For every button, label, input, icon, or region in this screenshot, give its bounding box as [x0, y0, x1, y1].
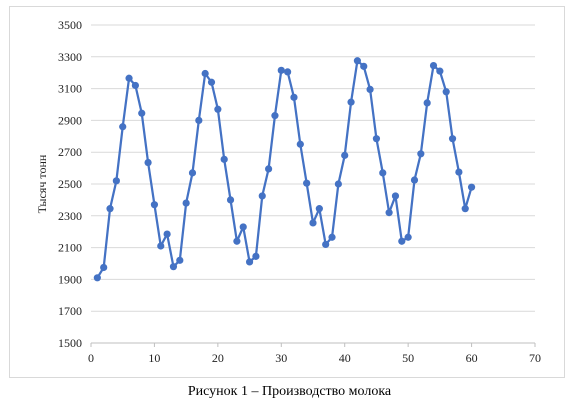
data-point [119, 123, 127, 131]
y-tick-label: 3500 [58, 18, 82, 32]
data-point [284, 68, 292, 76]
data-point [442, 88, 450, 96]
x-tick-label: 0 [88, 351, 94, 365]
line-chart: 1500 1700 1900 2100 2300 2500 2700 2900 3100 3300… [35, 18, 541, 365]
data-point [410, 176, 419, 184]
figure-caption: Рисунок 1 – Производство молока [187, 384, 392, 399]
data-point [366, 85, 374, 93]
data-point [157, 242, 165, 250]
data-point [436, 67, 444, 75]
y-axis-title: Тысяч тонн [35, 154, 49, 213]
y-tick-labels: 1500 1700 1900 2100 2300 2500 2700 2900 3100 3300… [58, 18, 82, 350]
x-tick-label: 60 [466, 351, 478, 365]
series-milk-production [93, 57, 476, 282]
data-point [176, 256, 184, 264]
data-point [169, 263, 178, 271]
y-tick-label: 1700 [58, 304, 82, 318]
data-point [226, 196, 235, 204]
data-point [195, 116, 203, 124]
data-point [93, 274, 101, 282]
data-point [239, 223, 247, 231]
data-point [271, 112, 279, 120]
data-point [379, 169, 387, 177]
data-point [182, 199, 190, 207]
data-point [423, 99, 431, 107]
data-point [252, 252, 260, 260]
data-point [315, 205, 323, 213]
data-point [417, 150, 425, 158]
data-point [360, 62, 368, 70]
y-tick-label: 2300 [58, 209, 82, 223]
y-tick-label: 2100 [58, 241, 82, 255]
chart-frame [9, 6, 565, 378]
data-point [150, 201, 159, 209]
data-point [220, 155, 228, 163]
data-point [163, 230, 171, 238]
data-point [245, 258, 254, 266]
data-point [309, 219, 317, 227]
y-tick-label: 1900 [58, 272, 82, 286]
x-tick-label: 40 [339, 351, 351, 365]
data-point [144, 158, 152, 167]
data-point [131, 81, 139, 90]
data-point [404, 233, 412, 241]
data-point [372, 135, 381, 143]
data-point [277, 66, 285, 74]
data-point [112, 177, 120, 185]
data-point [448, 135, 457, 143]
data-point [214, 105, 222, 113]
grid-lines [91, 24, 535, 312]
data-point [125, 74, 133, 82]
data-point [322, 240, 330, 249]
data-point [265, 165, 273, 173]
data-point [100, 263, 108, 272]
x-tick-labels: 0 10 20 30 40 50 60 70 [88, 351, 541, 365]
data-point [138, 109, 146, 117]
x-tick-label: 70 [529, 351, 541, 365]
data-point [296, 140, 304, 148]
series-line [96, 59, 473, 279]
data-point [334, 180, 342, 188]
data-point [207, 78, 216, 86]
data-point [341, 151, 349, 159]
y-tick-label: 3300 [58, 50, 82, 64]
x-tick-label: 10 [148, 351, 160, 365]
data-point [106, 205, 114, 213]
y-tick-label: 2900 [58, 113, 82, 127]
data-point [290, 93, 298, 101]
y-tick-label: 1500 [58, 336, 82, 350]
y-tick-label: 2700 [58, 145, 82, 159]
y-tick-label: 2500 [58, 177, 82, 191]
data-point [385, 209, 393, 217]
data-point [429, 61, 438, 70]
data-point [347, 98, 355, 106]
data-point [188, 169, 197, 177]
data-point [398, 237, 406, 245]
data-point [303, 179, 311, 187]
data-point [328, 233, 336, 241]
x-tick-label: 50 [402, 351, 414, 365]
data-point [467, 183, 476, 191]
axes [90, 342, 536, 347]
x-tick-label: 30 [275, 351, 287, 365]
x-tick-label: 20 [212, 351, 224, 365]
y-tick-label: 3100 [58, 82, 82, 96]
data-point [233, 237, 241, 245]
data-point [201, 69, 209, 78]
data-point [391, 192, 400, 200]
data-point [258, 192, 266, 200]
data-point [461, 205, 469, 213]
data-point [353, 57, 361, 65]
data-point [455, 168, 463, 176]
